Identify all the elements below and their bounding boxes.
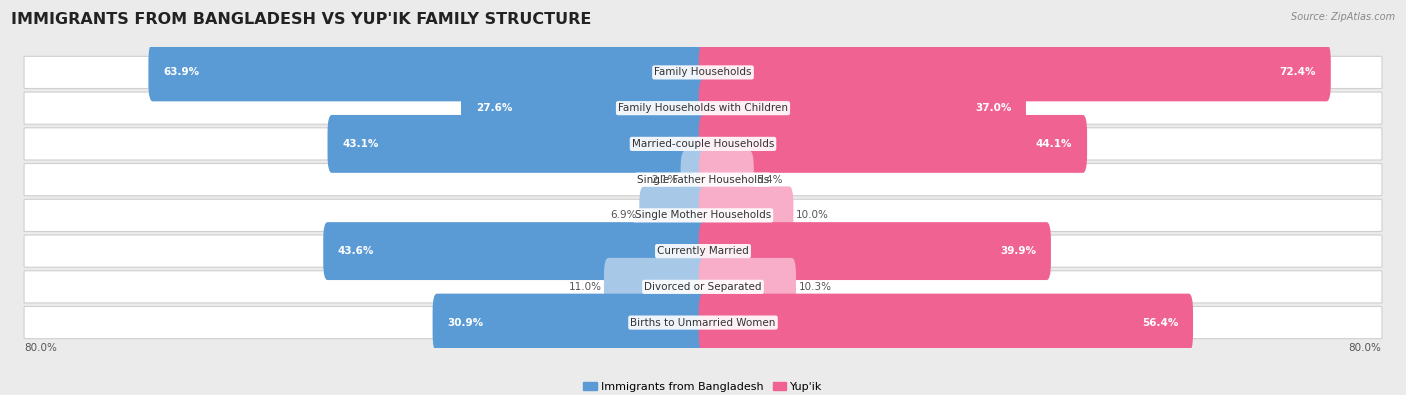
Text: 39.9%: 39.9% (1000, 246, 1036, 256)
FancyBboxPatch shape (24, 307, 1382, 339)
Text: 44.1%: 44.1% (1036, 139, 1073, 149)
FancyBboxPatch shape (605, 258, 707, 316)
FancyBboxPatch shape (699, 79, 1026, 137)
Text: 10.0%: 10.0% (796, 211, 830, 220)
FancyBboxPatch shape (24, 164, 1382, 196)
Text: 5.4%: 5.4% (756, 175, 783, 184)
Text: Source: ZipAtlas.com: Source: ZipAtlas.com (1291, 12, 1395, 22)
Text: 43.6%: 43.6% (337, 246, 374, 256)
FancyBboxPatch shape (640, 186, 707, 245)
FancyBboxPatch shape (461, 79, 707, 137)
Text: 43.1%: 43.1% (342, 139, 378, 149)
Text: Family Households: Family Households (654, 68, 752, 77)
Text: 56.4%: 56.4% (1142, 318, 1178, 327)
FancyBboxPatch shape (699, 293, 1194, 352)
Text: 30.9%: 30.9% (447, 318, 484, 327)
Text: Family Households with Children: Family Households with Children (619, 103, 787, 113)
Text: Single Mother Households: Single Mother Households (636, 211, 770, 220)
Text: 37.0%: 37.0% (974, 103, 1011, 113)
FancyBboxPatch shape (699, 115, 1087, 173)
Text: Births to Unmarried Women: Births to Unmarried Women (630, 318, 776, 327)
Text: Divorced or Separated: Divorced or Separated (644, 282, 762, 292)
FancyBboxPatch shape (24, 56, 1382, 88)
Text: IMMIGRANTS FROM BANGLADESH VS YUP'IK FAMILY STRUCTURE: IMMIGRANTS FROM BANGLADESH VS YUP'IK FAM… (11, 12, 592, 27)
FancyBboxPatch shape (328, 115, 707, 173)
Text: Married-couple Households: Married-couple Households (631, 139, 775, 149)
FancyBboxPatch shape (323, 222, 707, 280)
FancyBboxPatch shape (24, 199, 1382, 231)
Text: 10.3%: 10.3% (799, 282, 831, 292)
FancyBboxPatch shape (699, 150, 754, 209)
FancyBboxPatch shape (24, 92, 1382, 124)
Text: 72.4%: 72.4% (1279, 68, 1316, 77)
FancyBboxPatch shape (699, 186, 793, 245)
FancyBboxPatch shape (24, 271, 1382, 303)
FancyBboxPatch shape (699, 43, 1331, 102)
FancyBboxPatch shape (699, 258, 796, 316)
FancyBboxPatch shape (24, 128, 1382, 160)
FancyBboxPatch shape (149, 43, 707, 102)
Text: 6.9%: 6.9% (610, 211, 637, 220)
Text: 80.0%: 80.0% (1348, 342, 1382, 353)
Legend: Immigrants from Bangladesh, Yup'ik: Immigrants from Bangladesh, Yup'ik (579, 377, 827, 395)
Text: 11.0%: 11.0% (568, 282, 602, 292)
Text: 80.0%: 80.0% (24, 342, 58, 353)
FancyBboxPatch shape (24, 235, 1382, 267)
Text: 63.9%: 63.9% (163, 68, 200, 77)
FancyBboxPatch shape (699, 222, 1050, 280)
FancyBboxPatch shape (681, 150, 707, 209)
Text: 2.1%: 2.1% (651, 175, 678, 184)
Text: Single Father Households: Single Father Households (637, 175, 769, 184)
Text: 27.6%: 27.6% (475, 103, 512, 113)
Text: Currently Married: Currently Married (657, 246, 749, 256)
FancyBboxPatch shape (433, 293, 707, 352)
